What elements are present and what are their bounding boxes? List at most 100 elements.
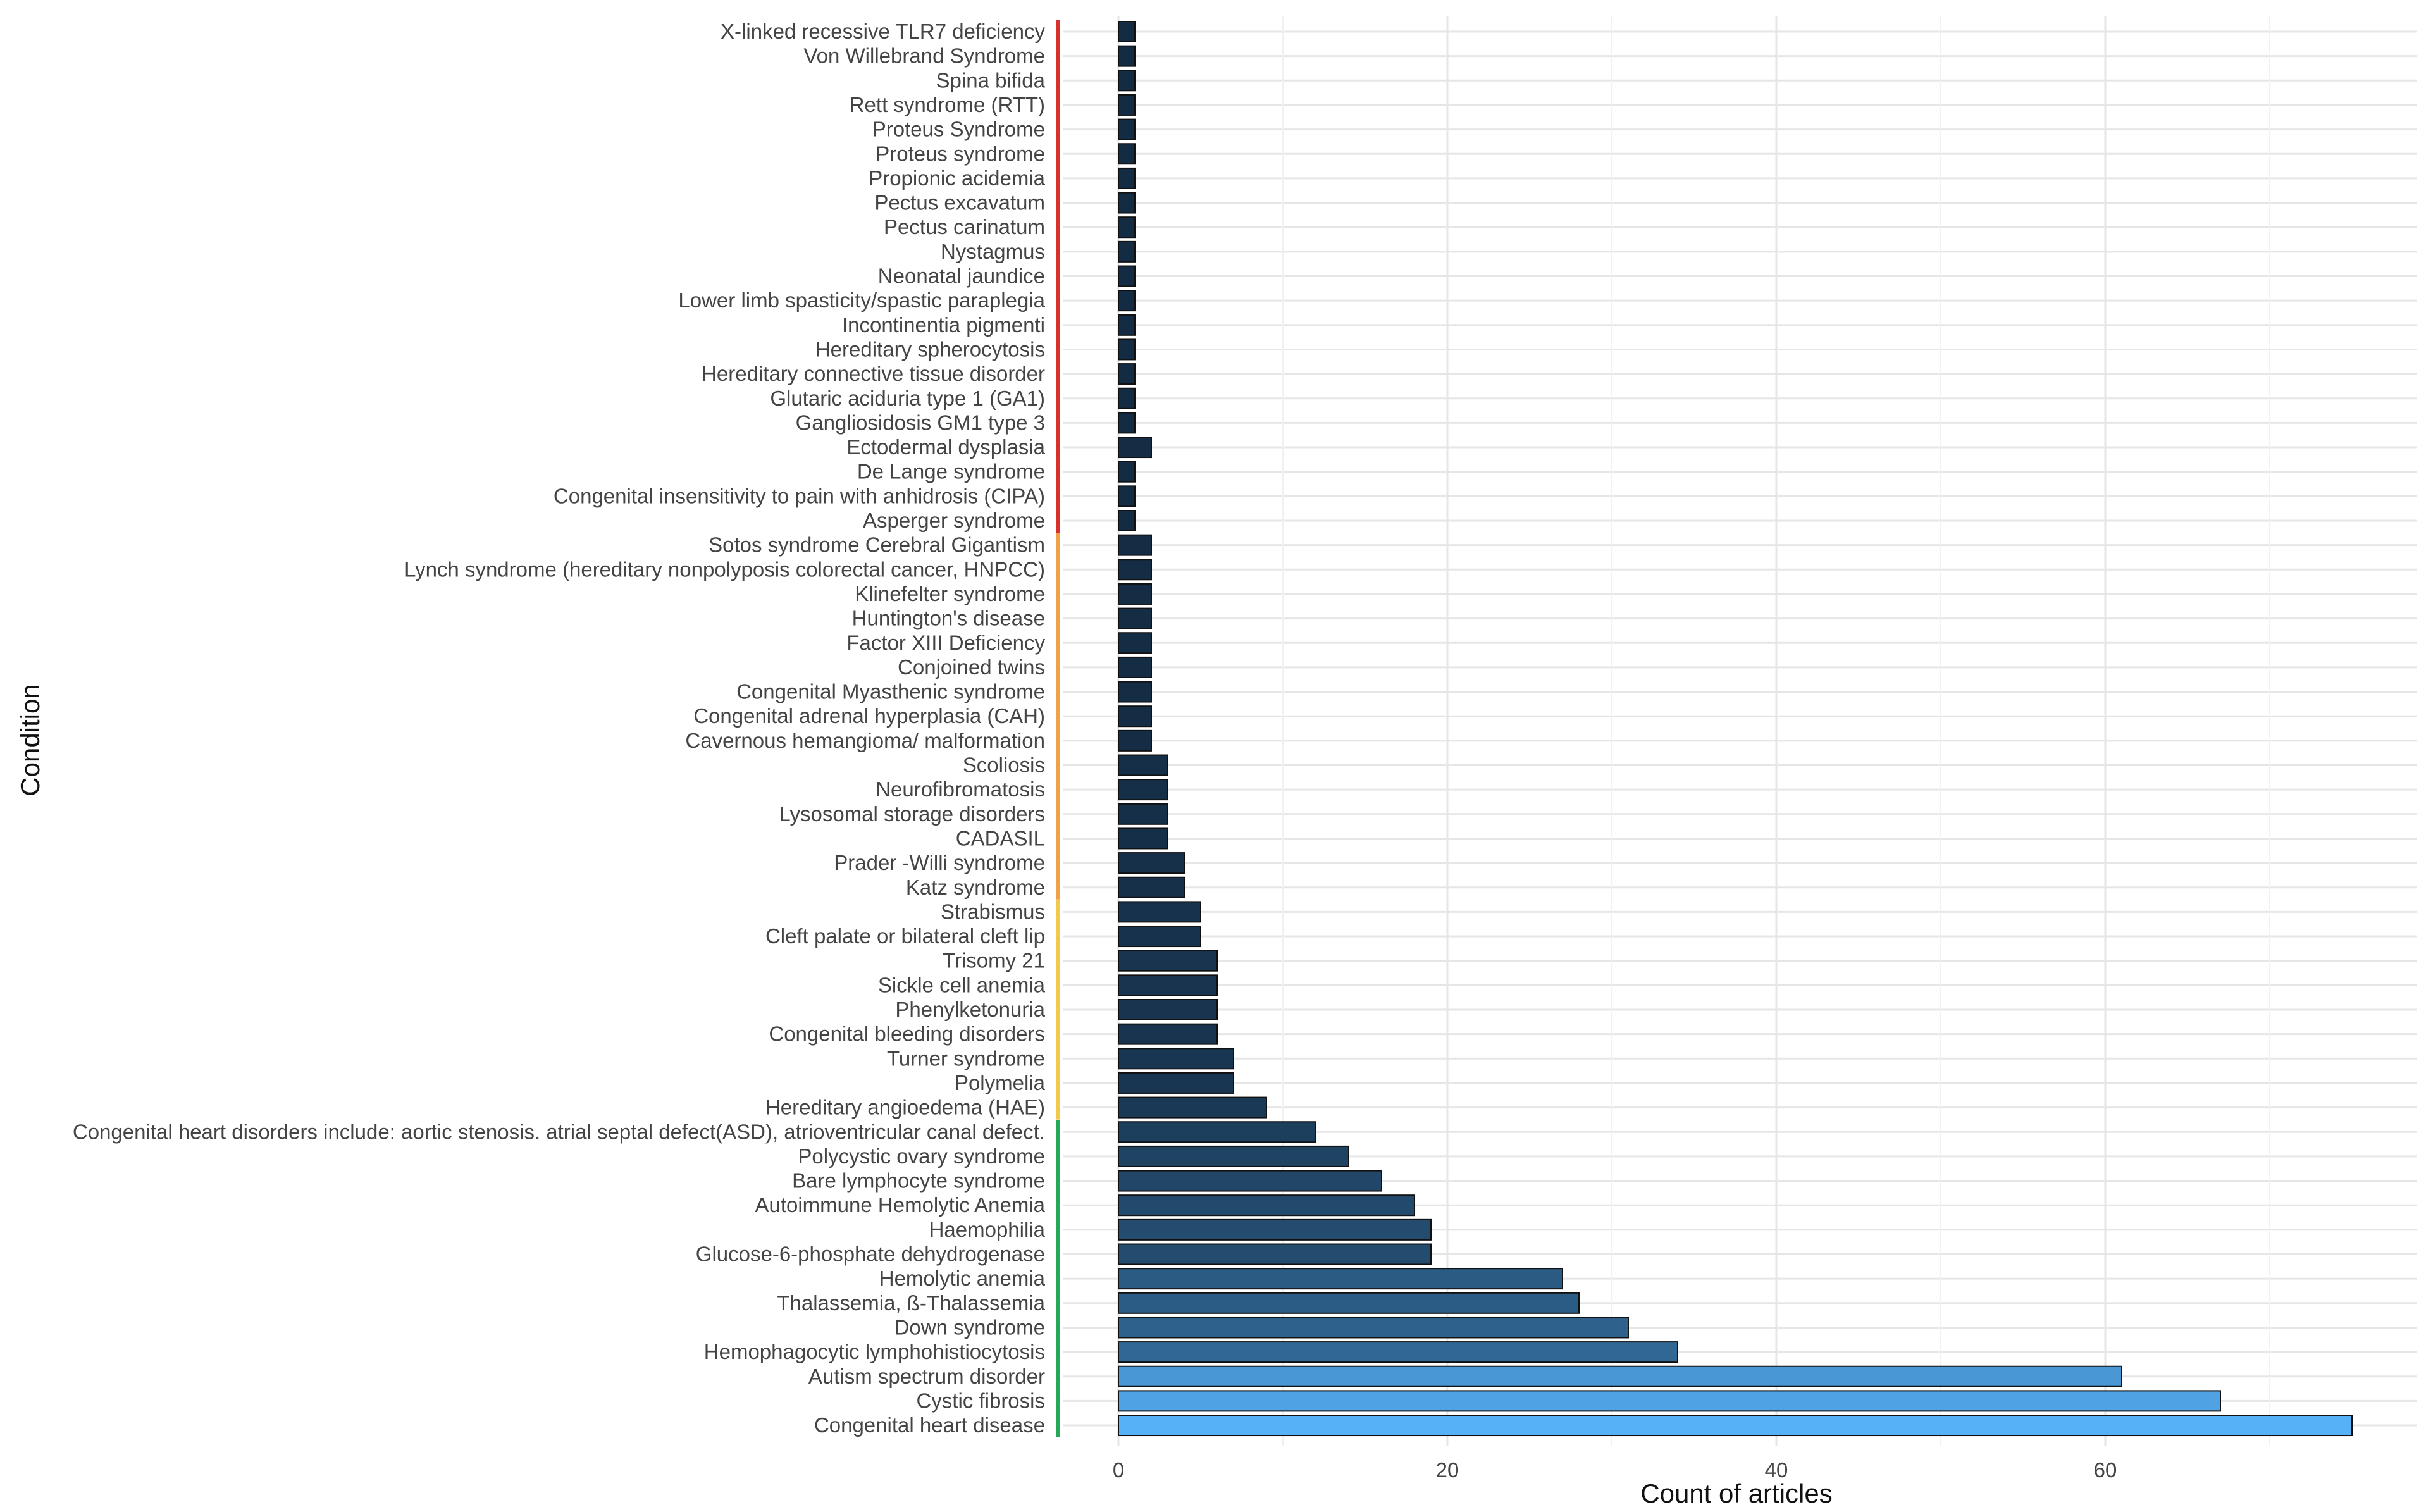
category-label: Cleft palate or bilateral cleft lip [765,924,1045,948]
bar [1118,94,1136,116]
bar [1118,950,1218,972]
category-label: Katz syndrome [906,876,1045,899]
bar [1118,216,1136,239]
category-label: Congenital bleeding disorders [769,1022,1045,1046]
bar [1118,1415,2353,1437]
category-label: Hemolytic anemia [879,1267,1046,1290]
x-tick-label: 60 [2094,1458,2117,1482]
category-label: Hereditary angioedema (HAE) [765,1096,1045,1119]
bar [1118,656,1152,678]
bar [1118,583,1152,605]
category-label: Hereditary connective tissue disorder [702,362,1045,385]
category-label: Proteus syndrome [876,142,1045,165]
category-label: Down syndrome [894,1315,1045,1339]
bar [1118,1048,1234,1070]
bar [1118,1365,2122,1387]
bar [1118,1121,1316,1143]
x-tick-labels: 0 20 40 60 [1113,1458,2117,1482]
x-axis-title: Count of articles [1640,1478,1832,1508]
bar [1118,290,1136,312]
bar [1118,681,1152,703]
y-axis-title: Condition [15,684,45,796]
category-label: Neurofibromatosis [876,778,1045,801]
category-label: Von Willebrand Syndrome [803,44,1045,68]
grid-lines [1063,16,2417,1446]
bar [1118,754,1168,776]
bar [1118,1341,1678,1363]
bar [1118,999,1218,1020]
bar [1118,485,1136,507]
category-label: CADASIL [956,826,1045,850]
bar [1118,1072,1234,1094]
category-label: Gangliosidosis GM1 type 3 [796,411,1045,434]
category-label: Propionic acidemia [869,166,1045,190]
category-label: Rett syndrome (RTT) [850,93,1045,116]
category-label: Polycystic ovary syndrome [798,1144,1045,1168]
bar [1118,70,1136,92]
bar [1118,1390,2221,1412]
bar [1118,926,1201,948]
bar [1118,1292,1580,1314]
category-label: Lysosomal storage disorders [779,802,1045,826]
bar [1118,729,1152,752]
bar [1118,265,1136,287]
category-label: Sotos syndrome Cerebral Gigantism [709,533,1045,557]
category-label: Turner syndrome [887,1046,1045,1070]
bar [1118,118,1136,140]
bar [1118,1096,1267,1119]
category-label: Hemophagocytic lymphohistiocytosis [704,1340,1045,1363]
bar [1118,779,1168,801]
category-label: Klinefelter syndrome [855,582,1045,605]
bar [1118,1243,1432,1265]
category-label: Autoimmune Hemolytic Anemia [755,1193,1045,1217]
bar [1118,1170,1382,1192]
category-label: Neonatal jaundice [878,264,1045,288]
category-label: Thalassemia, ß-Thalassemia [777,1291,1045,1315]
category-label: Congenital insensitivity to pain with an… [554,484,1045,507]
bar [1118,314,1136,336]
bar [1118,45,1136,67]
category-label: Phenylketonuria [895,998,1045,1021]
bar [1118,240,1136,263]
bars [1118,21,2353,1437]
category-label: X-linked recessive TLR7 deficiency [721,20,1045,43]
bar [1118,607,1152,629]
bar [1118,437,1152,459]
category-label: Asperger syndrome [863,509,1045,532]
bar [1118,705,1152,728]
category-label: Bare lymphocyte syndrome [792,1169,1045,1193]
bar [1118,632,1152,654]
category-label: Autism spectrum disorder [808,1365,1045,1388]
bar [1118,1194,1415,1217]
category-label: Huntington's disease [852,607,1045,630]
bar [1118,192,1136,214]
category-label: Cavernous hemangioma/ malformation [685,729,1045,752]
category-label: Congenital heart disease [814,1413,1045,1437]
bar [1118,901,1201,923]
x-tick-label: 20 [1436,1458,1459,1482]
bar [1118,143,1136,165]
bar [1118,1145,1349,1167]
bar [1118,412,1136,434]
bar [1118,827,1168,850]
category-label: Spina bifida [936,68,1046,92]
bar [1118,461,1136,483]
category-label: Ectodermal dysplasia [846,435,1045,459]
category-label: Strabismus [941,900,1045,923]
category-label: Congenital adrenal hyperplasia (CAH) [693,704,1045,728]
category-label: Pectus excavatum [874,191,1045,214]
bar [1118,1218,1432,1241]
category-label: Glucose-6-phosphate dehydrogenase [696,1242,1045,1266]
category-label: Haemophilia [929,1218,1046,1241]
category-label: Hereditary spherocytosis [815,337,1045,361]
category-label: Nystagmus [941,240,1045,263]
category-label: Sickle cell anemia [878,973,1046,996]
category-label: De Lange syndrome [857,460,1045,483]
bar [1118,974,1218,996]
category-label: Pectus carinatum [884,215,1045,239]
bar [1118,363,1136,385]
bar [1118,1023,1218,1045]
bar [1118,510,1136,531]
